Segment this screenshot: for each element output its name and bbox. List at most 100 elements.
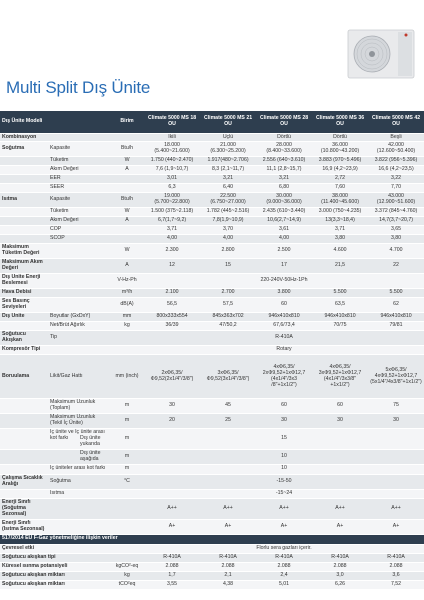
row-group: Enerji Sınıfı (Soğutma Sezonsal): [0, 498, 48, 520]
row-value: 2.435 (610~3.440): [256, 207, 313, 218]
row-value: 3,61: [256, 225, 313, 236]
row-sub: SEER: [48, 183, 111, 194]
table-row: Soğutucu akışkan miktarı kg 1,7 2,1 2,4 3,0 3,…: [0, 571, 424, 581]
row-sub: Soğutma: [48, 474, 111, 490]
row-value: 3.800: [256, 288, 313, 299]
table-row: Hava Debisi m³/h 2.100 2.700 3.800 5.500 5.500: [0, 288, 424, 299]
table-row: SCOP 4,00 4,00 4,00 3,80 3,80: [0, 234, 424, 245]
row-value: 4.600: [312, 243, 369, 260]
table-row: Çalışma Sıcaklık Aralığı Soğutma °C -15-50: [0, 474, 424, 490]
row-value: 75: [368, 398, 424, 414]
row-value: 56,5: [144, 297, 201, 314]
row-sub: [48, 273, 111, 290]
row-sub: İç üniteler arası kot farkı: [48, 464, 111, 475]
row-unit: A: [110, 165, 145, 176]
table-row: Isıtma Kapasite Btu/h 19.000 (5.700~22.800)…: [0, 192, 424, 209]
row-group: Soğutma: [0, 141, 48, 158]
row-value: 1.917(480~2.706): [200, 156, 257, 167]
row-value: A+: [256, 519, 313, 535]
row-sub: İç ünite ve İç ünite arası kot farkı Dış …: [48, 428, 111, 450]
row-group: [0, 398, 48, 414]
row-unit: m: [110, 413, 145, 429]
row-value: 3xΦ6,35/ Φ9,52(3x1/4"/3/8"): [200, 354, 257, 400]
fgas-value: 2,4: [256, 571, 313, 581]
row-value: A++: [368, 498, 424, 520]
row-unit: mm: [110, 312, 145, 323]
row-sub: EER: [48, 174, 111, 185]
fgas-value: R-410A: [144, 553, 201, 563]
row-value: 1.782 (445~2.516): [200, 207, 257, 218]
row-group: [0, 234, 48, 245]
header-col: Climate 5000 MS 36 OU: [312, 111, 369, 134]
row-group: Enerji Sınıfı (Isıtma Sezonsal): [0, 519, 48, 535]
table-row: Isıtma -15~24: [0, 489, 424, 499]
row-group: Boruulama: [0, 354, 48, 400]
row-sub-label2: Dış ünite yukarıda: [80, 434, 101, 447]
row-unit: m: [110, 428, 145, 450]
row-group: [0, 225, 48, 236]
row-value: A++: [312, 498, 369, 520]
row-unit: W: [110, 156, 145, 167]
table-row: Dış ünite aşağıda m 10: [0, 449, 424, 465]
row-value: 19.000 (5.700~22.800): [144, 192, 201, 209]
row-value: 3,65: [368, 225, 424, 236]
row-group: [0, 321, 48, 332]
row-value: 5xΦ6,35/ 4xΦ9,52+1xΦ12,7 (5x1/4"/4x3/8"+…: [368, 354, 424, 400]
row-value: Dörtlü: [256, 133, 313, 143]
row-value: A++: [256, 498, 313, 520]
row-group: [0, 165, 48, 176]
row-value: Beşli: [368, 133, 424, 143]
table-row: Maksimum Uzunluk (Tekil İç Ünite) m 20 25 30…: [0, 413, 424, 429]
row-value: 4,00: [256, 234, 313, 245]
fgas-label: Çevresel etki: [0, 544, 111, 554]
row-value: 6,40: [200, 183, 257, 194]
table-row: Enerji Sınıfı (Isıtma Sezonsal) A+ A+ A+ A+ A…: [0, 519, 424, 535]
row-value: 30: [256, 413, 313, 429]
row-unit: V-Hz-Ph: [110, 273, 145, 290]
row-value: 3.372 (845~4.760): [368, 207, 424, 218]
row-unit: [110, 345, 145, 356]
row-value: 22: [368, 258, 424, 275]
row-value: 3,22: [368, 174, 424, 185]
table-row: Maksimum Tüketim Değeri W 2.300 2.800 2.500 4…: [0, 243, 424, 260]
fgas-label: Soğutucu akışkan miktarı: [0, 580, 111, 590]
table-row: Soğutucu akışkan tipi R-410A R-410A R-410A R…: [0, 553, 424, 563]
table-row: Boruulama Likit/Gaz Hattı mm (inch) 2xΦ6,35…: [0, 354, 424, 400]
row-unit: W: [110, 243, 145, 260]
row-value: 15: [144, 428, 424, 450]
row-group: Ses Basınç Seviyeleri: [0, 297, 48, 314]
row-unit: A: [110, 216, 145, 227]
row-group: Dış Ünite Enerji Beslemesi: [0, 273, 48, 290]
fgas-section-row: 517/2014 EU F-Gaz yönetmeliğine ilişkin …: [0, 534, 424, 545]
table-row: Ses Basınç Seviyeleri dB(A) 56,5 57,5 60 63,5…: [0, 297, 424, 314]
row-sub: Tip: [48, 330, 111, 347]
row-value: 13(3,3~18,4): [312, 216, 369, 227]
table-row: Enerji Sınıfı (Soğutma Sezonsal) A++ A++ A+…: [0, 498, 424, 520]
row-value: 45: [200, 398, 257, 414]
row-group: Isıtma: [0, 192, 48, 209]
fgas-value: 2,1: [200, 571, 257, 581]
row-sub: Kapasite: [48, 141, 111, 158]
row-sub: Kapasite: [48, 192, 111, 209]
row-sub: [48, 288, 111, 299]
row-value: 43.000 (12.900~51.600): [368, 192, 424, 209]
table-row: İç üniteler arası kot farkı m 10: [0, 464, 424, 475]
row-unit: A: [110, 258, 145, 275]
row-group: [0, 216, 48, 227]
row-value: -15-50: [144, 474, 424, 490]
fgas-label: Soğutucu akışkan tipi: [0, 553, 111, 563]
row-sub: Boyutlar (GxDxY): [48, 312, 111, 323]
fgas-value: 2.088: [144, 562, 201, 572]
row-value: 21,5: [312, 258, 369, 275]
row-value: 3,01: [144, 174, 201, 185]
row-value: Rotary: [144, 345, 424, 356]
table-row: Soğutucu akışkan miktarı tCO²eq 3,55 4,38 5,…: [0, 580, 424, 590]
row-sub: [48, 243, 111, 260]
row-value: 7,70: [368, 183, 424, 194]
row-value: 42.000 (12.600~50.400): [368, 141, 424, 158]
row-value: 60: [312, 398, 369, 414]
row-sub: Maksimum Uzunluk (Toplam): [48, 398, 111, 414]
row-unit: [110, 234, 145, 245]
table-row: EER 3,01 3,21 3,21 2,72 3,22: [0, 174, 424, 185]
row-unit: [110, 133, 145, 143]
